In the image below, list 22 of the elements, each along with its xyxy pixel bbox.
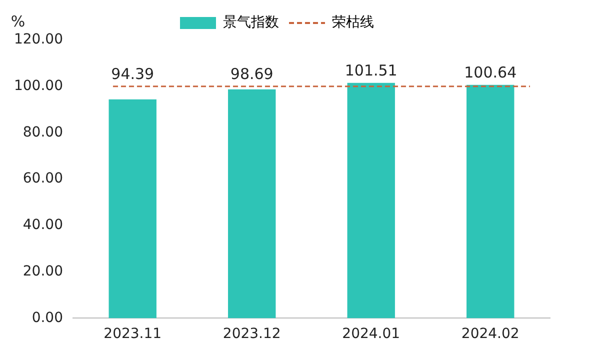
y-tick-label: 100.00	[14, 78, 63, 94]
bar	[228, 89, 276, 318]
data-label: 100.64	[464, 63, 517, 82]
legend-label: 景气指数	[223, 14, 279, 31]
x-tick-label: 2024.01	[342, 326, 400, 342]
legend-label: 荣枯线	[332, 14, 374, 31]
bar	[466, 84, 514, 318]
x-tick-label: 2024.02	[461, 326, 520, 342]
y-tick-label: 20.00	[22, 263, 63, 280]
y-axis-title: %	[10, 12, 26, 30]
x-tick-label: 2023.11	[104, 326, 162, 342]
data-label: 101.51	[344, 61, 398, 80]
bar	[347, 82, 395, 318]
x-tick-label: 2023.12	[222, 326, 281, 342]
y-tick-label: 40.00	[22, 217, 63, 234]
y-tick-label: 120.00	[14, 32, 63, 48]
bar	[108, 99, 156, 318]
y-tick-label: 80.00	[22, 124, 63, 140]
data-label: 98.69	[230, 64, 274, 83]
data-label: 94.39	[111, 64, 154, 83]
y-tick-label: 60.00	[22, 170, 63, 187]
y-tick-label: 0.00	[32, 310, 63, 326]
